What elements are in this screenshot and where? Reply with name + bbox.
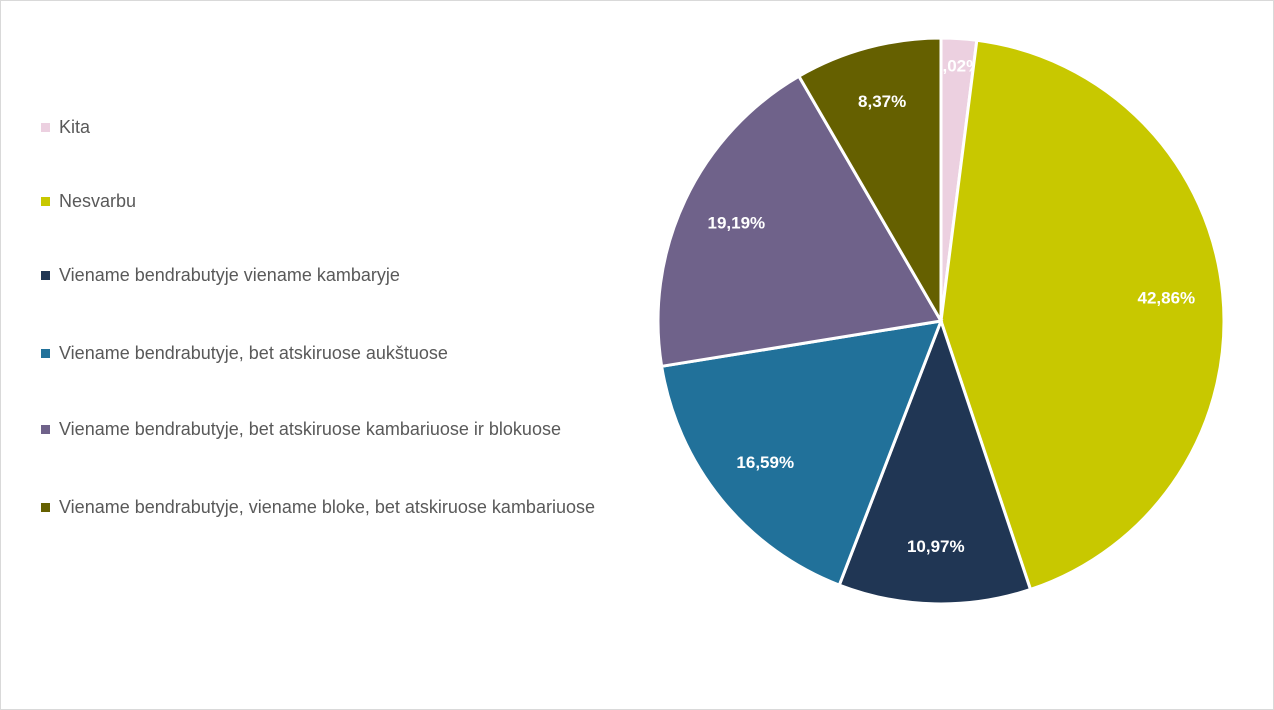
legend-item: Viename bendrabutyje, viename bloke, bet… [41,492,699,522]
slice-label: 42,86% [1137,288,1195,307]
legend-label: Kita [59,117,91,137]
legend-swatch [41,123,50,132]
legend-swatch [41,349,50,358]
slice-label: 2,02% [933,56,981,75]
legend-label: Nesvarbu [59,191,137,211]
legend-label: Viename bendrabutyje, bet atskiruose auk… [59,343,448,363]
legend-swatch [41,425,50,434]
pie-slice [659,319,944,588]
pie-slice [939,38,1226,592]
pie-slice [837,316,1033,606]
legend-item: Viename bendrabutyje, bet atskiruose kam… [41,414,699,444]
legend-item: Viename bendrabutyje viename kambaryje [41,260,699,290]
legend-label: Viename bendrabutyje viename kambaryje [59,265,400,285]
slice-label: 10,97% [907,537,965,556]
slice-label: 8,37% [858,92,906,111]
legend-swatch [41,197,50,206]
legend-item: Viename bendrabutyje, bet atskiruose auk… [41,338,699,368]
legend-item: Kita [41,112,699,142]
legend-label: Viename bendrabutyje, bet atskiruose kam… [59,419,561,439]
legend-item: Nesvarbu [41,186,699,216]
legend-label: Viename bendrabutyje, viename bloke, bet… [59,497,595,517]
legend-swatch [41,271,50,280]
pie-slice [796,36,943,327]
pie-slice [656,74,944,369]
slice-label: 19,19% [708,214,766,233]
slice-label: 16,59% [736,453,794,472]
legend-swatch [41,503,50,512]
